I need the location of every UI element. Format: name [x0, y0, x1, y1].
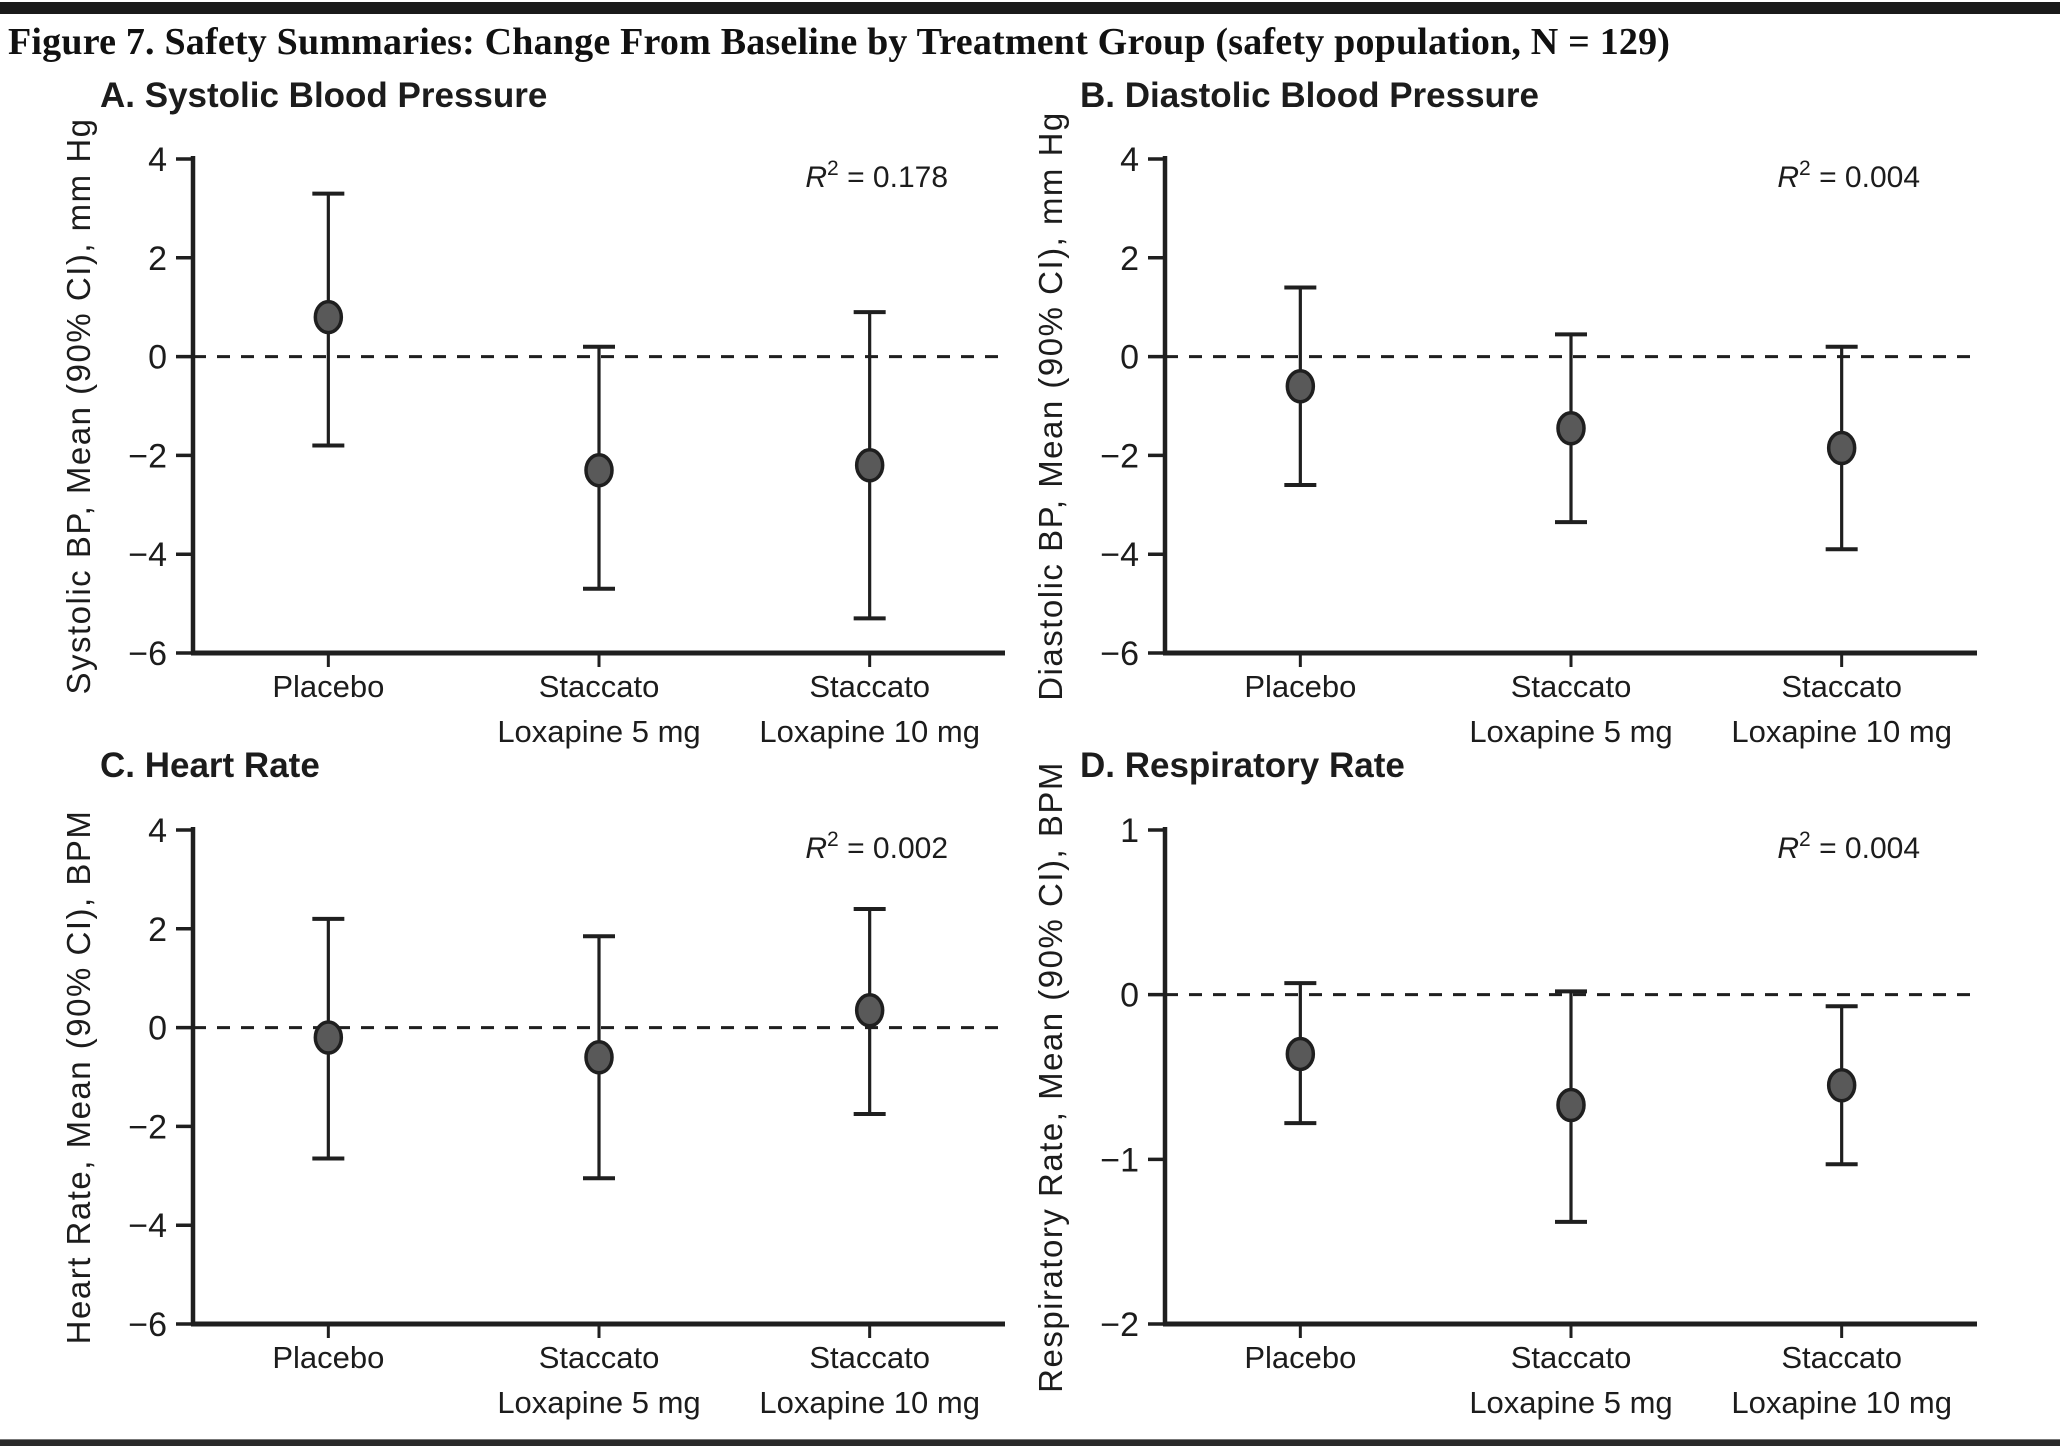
y-tick-label: −4	[1100, 536, 1139, 574]
y-tick-label: −4	[128, 536, 167, 574]
mean-marker	[854, 448, 885, 483]
y-tick-label: −2	[128, 1108, 167, 1146]
figure-title: Figure 7. Safety Summaries: Change From …	[8, 21, 1671, 63]
x-tick-label: Placebo	[1244, 1340, 1356, 1375]
panel-b-title: B. Diastolic Blood Pressure	[1080, 76, 1540, 115]
x-tick-label: Loxapine 5 mg	[1469, 714, 1672, 749]
x-tick-label: Staccato	[539, 669, 660, 704]
mean-marker	[584, 1039, 614, 1075]
y-tick-label: 1	[1120, 812, 1139, 850]
y-tick-label: 2	[148, 911, 167, 949]
y-tick-label: 4	[148, 141, 167, 179]
y-tick-label: 4	[1120, 141, 1139, 179]
x-tick-label: Loxapine 5 mg	[1469, 1385, 1672, 1420]
x-tick-label: Loxapine 10 mg	[1731, 714, 1952, 749]
panel-c: 4 2 0 −2 −4 −6 Placebo Staccato Loxapine 5 mg Sta…	[60, 810, 1005, 1420]
mean-marker	[1556, 1087, 1586, 1123]
y-tick-label: −1	[1100, 1141, 1139, 1179]
y-tick-label: 4	[148, 812, 167, 850]
panel-a-title: A. Systolic Blood Pressure	[100, 76, 548, 115]
panel-d: 1 0 −1 −2 Placebo Staccato Loxapine 5 mg Stacca…	[1032, 761, 1977, 1420]
panel-d-title: D. Respiratory Rate	[1080, 746, 1405, 785]
y-tick-label: −2	[128, 437, 167, 475]
x-tick-label: Loxapine 10 mg	[759, 714, 980, 749]
y-tick-label: −6	[128, 1306, 167, 1344]
mean-marker	[1826, 430, 1857, 466]
panel-a: 4 2 0 −2 −4 −6 Placebo Staccato Loxapine 5 mg Sta…	[60, 117, 1005, 749]
bottom-rule-bar	[0, 1439, 2060, 1446]
x-tick-label: Loxapine 10 mg	[1731, 1385, 1952, 1420]
mean-marker	[1285, 368, 1316, 404]
x-tick-label: Placebo	[1244, 669, 1356, 704]
x-tick-label: Staccato	[1781, 1340, 1902, 1375]
panel-c-title: C. Heart Rate	[100, 746, 320, 785]
r-squared-annotation: R2 = 0.178	[805, 157, 948, 194]
x-tick-label: Staccato	[809, 669, 930, 704]
y-tick-label: 2	[1120, 240, 1139, 278]
mean-marker	[1826, 1067, 1857, 1103]
y-tick-label: −4	[128, 1207, 167, 1245]
x-tick-label: Placebo	[272, 1340, 384, 1375]
y-axis-label: Respiratory Rate, Mean (90% CI), BPM	[1032, 761, 1069, 1393]
mean-marker	[854, 993, 885, 1028]
x-tick-label: Staccato	[539, 1340, 660, 1375]
y-tick-label: −6	[1100, 635, 1139, 673]
mean-marker	[313, 1020, 344, 1055]
y-tick-label: −2	[1100, 1306, 1139, 1344]
y-tick-label: 2	[148, 240, 167, 278]
r-squared-annotation: R2 = 0.004	[1777, 157, 1920, 194]
mean-marker	[1285, 1036, 1316, 1072]
x-tick-label: Placebo	[272, 669, 384, 704]
x-tick-label: Staccato	[1511, 669, 1632, 704]
r-squared-annotation: R2 = 0.002	[805, 828, 948, 865]
y-tick-label: −2	[1100, 437, 1139, 475]
x-tick-label: Loxapine 5 mg	[497, 1385, 700, 1420]
x-tick-label: Loxapine 5 mg	[497, 714, 700, 749]
y-axis-label: Diastolic BP, Mean (90% CI), mm Hg	[1032, 111, 1069, 701]
y-axis-label: Heart Rate, Mean (90% CI), BPM	[60, 810, 97, 1345]
y-tick-label: 0	[148, 339, 167, 377]
mean-marker	[313, 299, 344, 335]
top-rule-bar	[0, 2, 2060, 14]
mean-marker	[584, 452, 614, 488]
mean-marker	[1556, 410, 1586, 446]
panel-b: 4 2 0 −2 −4 −6 Placebo Staccato Loxapine 5 mg Sta…	[1032, 111, 1977, 749]
x-tick-label: Staccato	[1781, 669, 1902, 704]
x-tick-label: Staccato	[1511, 1340, 1632, 1375]
r-squared-annotation: R2 = 0.004	[1777, 828, 1920, 865]
y-axis-label: Systolic BP, Mean (90% CI), mm Hg	[60, 117, 97, 694]
y-tick-label: 0	[1120, 339, 1139, 377]
y-tick-label: 0	[1120, 977, 1139, 1015]
x-tick-label: Staccato	[809, 1340, 930, 1375]
y-tick-label: −6	[128, 635, 167, 673]
y-tick-label: 0	[148, 1010, 167, 1048]
x-tick-label: Loxapine 10 mg	[759, 1385, 980, 1420]
